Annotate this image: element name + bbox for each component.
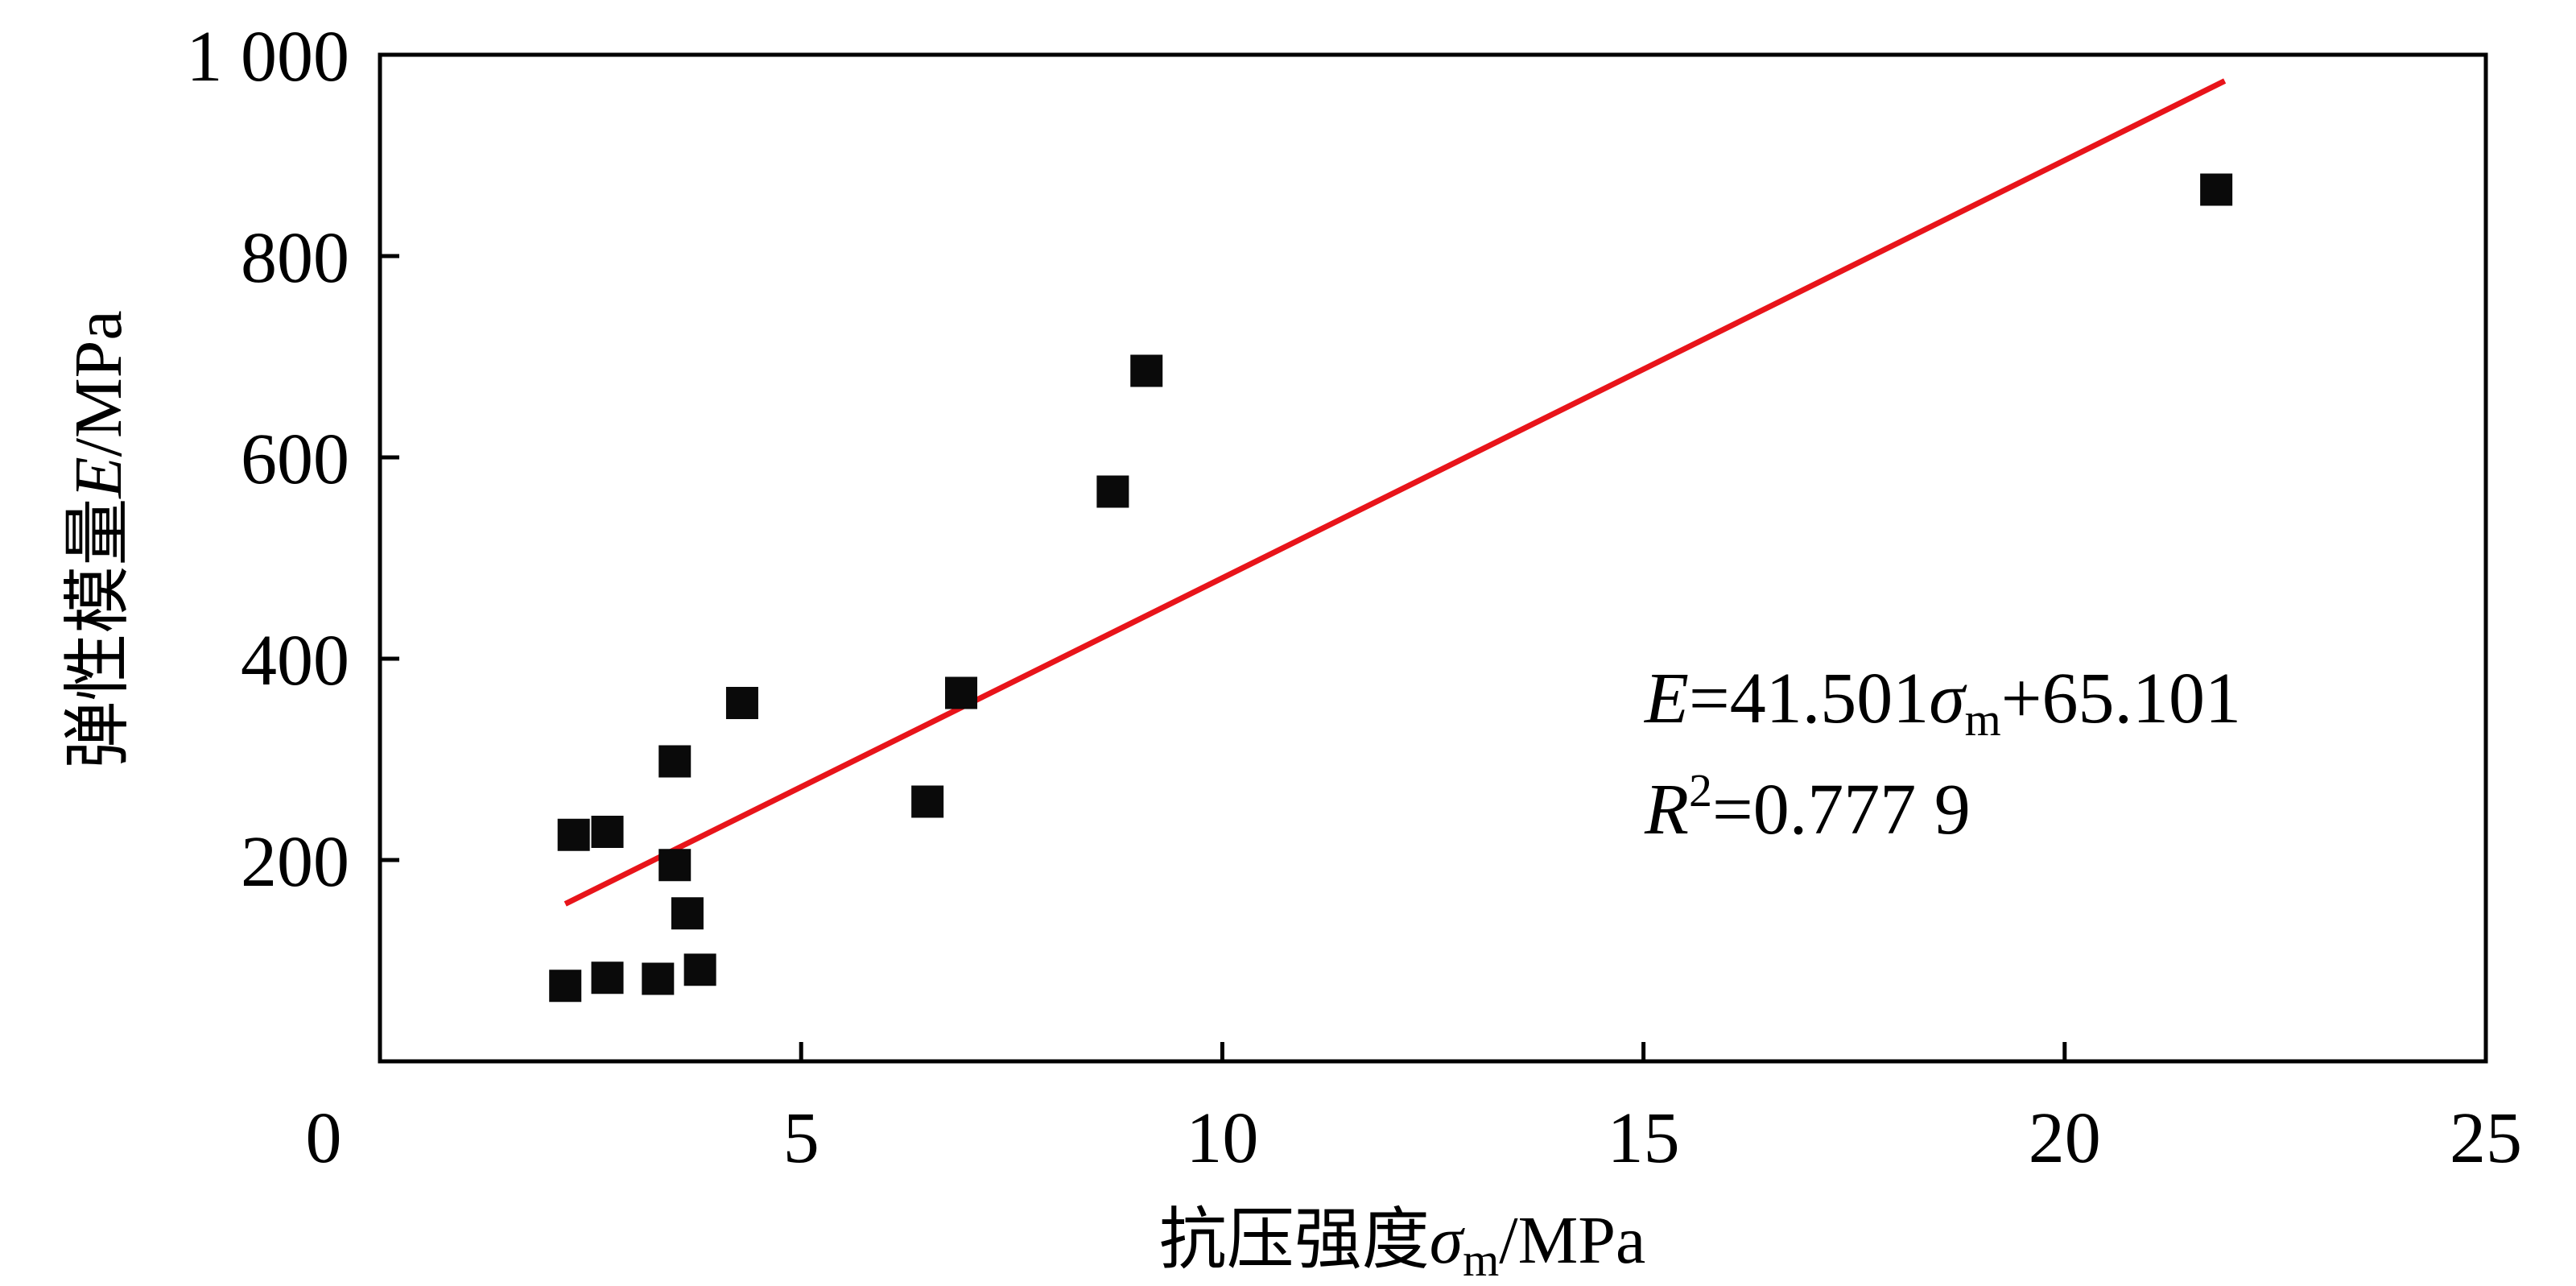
- equation-slope: =41.501: [1689, 659, 1929, 738]
- fit-line-layer: [564, 78, 2227, 907]
- r-squared-symbol: R: [1644, 770, 1689, 850]
- equation-sigma: σ: [1929, 659, 1967, 738]
- x-tick-label: 25: [2450, 1098, 2522, 1178]
- data-point: [1130, 354, 1163, 387]
- x-tick-label: 5: [783, 1098, 819, 1178]
- equation-lhs: E: [1643, 659, 1689, 738]
- equation-sigma-subscript: m: [1965, 693, 2001, 746]
- data-point: [911, 785, 944, 818]
- x-tick-label: 20: [2029, 1098, 2101, 1178]
- data-points: [549, 173, 2233, 1003]
- x-axis-title-prefix: 抗压强度: [1159, 1203, 1430, 1278]
- data-point: [2200, 173, 2233, 206]
- data-point: [591, 816, 624, 848]
- equation-intercept: +65.101: [2001, 659, 2241, 738]
- x-tick-label: 10: [1186, 1098, 1258, 1178]
- fit-line: [564, 78, 2227, 907]
- fit-equation: E=41.501σm+65.101: [1643, 659, 2241, 746]
- data-point: [658, 849, 691, 882]
- data-point: [642, 962, 675, 995]
- data-point: [945, 676, 978, 709]
- y-tick-label: 200: [241, 822, 349, 902]
- data-point: [557, 818, 590, 851]
- y-axis-title-symbol: E: [61, 457, 136, 498]
- r-squared: R2=0.777 9: [1644, 764, 1971, 850]
- tick-marks: [380, 254, 2067, 1061]
- data-point: [1096, 475, 1129, 508]
- tick-labels: 0 5 10 15 20 25 200 400 600 800 1 000: [187, 17, 2523, 1178]
- x-axis-title-subscript: m: [1463, 1234, 1499, 1286]
- data-point: [658, 745, 691, 778]
- y-axis-title: 弹性模量E/MPa: [61, 310, 136, 768]
- r-squared-superscript: 2: [1689, 764, 1712, 817]
- data-point: [671, 897, 704, 930]
- y-tick-label: 400: [241, 621, 349, 701]
- x-tick-label: 15: [1608, 1098, 1680, 1178]
- r-squared-value: =0.777 9: [1712, 770, 1971, 850]
- data-point: [591, 961, 624, 994]
- x-axis-title-symbol: σ: [1430, 1203, 1466, 1278]
- y-axis-title-prefix: 弹性模量: [61, 498, 136, 769]
- y-tick-label: 1 000: [187, 17, 350, 97]
- data-point: [683, 953, 716, 986]
- y-tick-label: 800: [241, 218, 349, 298]
- x-tick-label: 0: [306, 1098, 342, 1178]
- y-tick-label: 600: [241, 420, 349, 499]
- data-point: [549, 970, 582, 1003]
- y-axis-title-unit: /MPa: [61, 310, 136, 457]
- plot-frame: [378, 52, 2488, 1064]
- data-point: [725, 687, 758, 719]
- x-axis-title: 抗压强度σm/MPa: [1159, 1203, 1646, 1286]
- x-axis-title-unit: /MPa: [1499, 1203, 1645, 1278]
